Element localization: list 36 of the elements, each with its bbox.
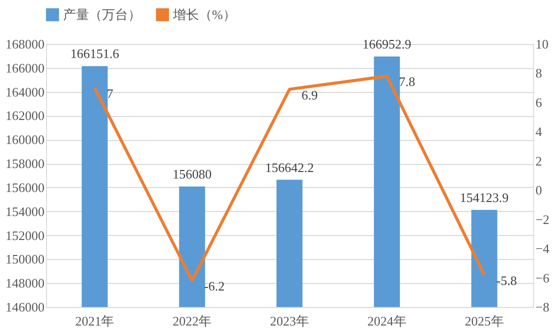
data-label: 7 bbox=[106, 86, 114, 101]
y2-tick-label: 4 bbox=[536, 124, 542, 140]
y2-tick-label: −2 bbox=[536, 212, 550, 227]
legend-label: 增长（%） bbox=[172, 6, 236, 22]
y2-tick-label: 0 bbox=[536, 182, 542, 198]
y2-tick-label: 2 bbox=[536, 153, 542, 168]
y-tick-label: 164000 bbox=[6, 84, 44, 100]
y-tick-label: 158000 bbox=[6, 156, 44, 172]
y-tick-label: 168000 bbox=[6, 36, 44, 52]
x-tick-label: 2022年 bbox=[172, 314, 212, 328]
y-tick-label: 156000 bbox=[6, 180, 44, 195]
data-label: 166151.6 bbox=[70, 46, 120, 62]
x-tick-label: 2025年 bbox=[464, 314, 504, 328]
x-tick-label: 2023年 bbox=[270, 314, 309, 328]
y-tick-label: 166000 bbox=[6, 60, 44, 76]
data-label: 156642.2 bbox=[265, 160, 314, 175]
y2-tick-label: 10 bbox=[536, 36, 548, 52]
y2-tick-label: 8 bbox=[536, 66, 542, 81]
y2-tick-label: −8 bbox=[536, 300, 550, 314]
y-tick-label: 150000 bbox=[6, 252, 44, 267]
data-label: 6.9 bbox=[302, 87, 318, 102]
data-label: 154123.9 bbox=[460, 190, 509, 205]
y-tick-label: 148000 bbox=[6, 276, 44, 291]
y2-tick-label: −4 bbox=[536, 241, 550, 256]
y-tick-label: 162000 bbox=[6, 108, 44, 124]
y-tick-label: 154000 bbox=[6, 204, 44, 219]
y-tick-label: 152000 bbox=[6, 228, 44, 243]
legend-label: 产量（万台） bbox=[63, 6, 141, 22]
y-tick-label: 160000 bbox=[6, 132, 44, 148]
data-label: 156080 bbox=[172, 166, 212, 182]
x-tick-label: 2024年 bbox=[367, 314, 406, 328]
x-tick-label: 2021年 bbox=[75, 314, 114, 328]
data-label: 166952.9 bbox=[362, 36, 412, 52]
y2-tick-label: 6 bbox=[536, 94, 542, 110]
y2-tick-label: −6 bbox=[536, 270, 550, 286]
y-tick-label: 146000 bbox=[6, 300, 44, 314]
